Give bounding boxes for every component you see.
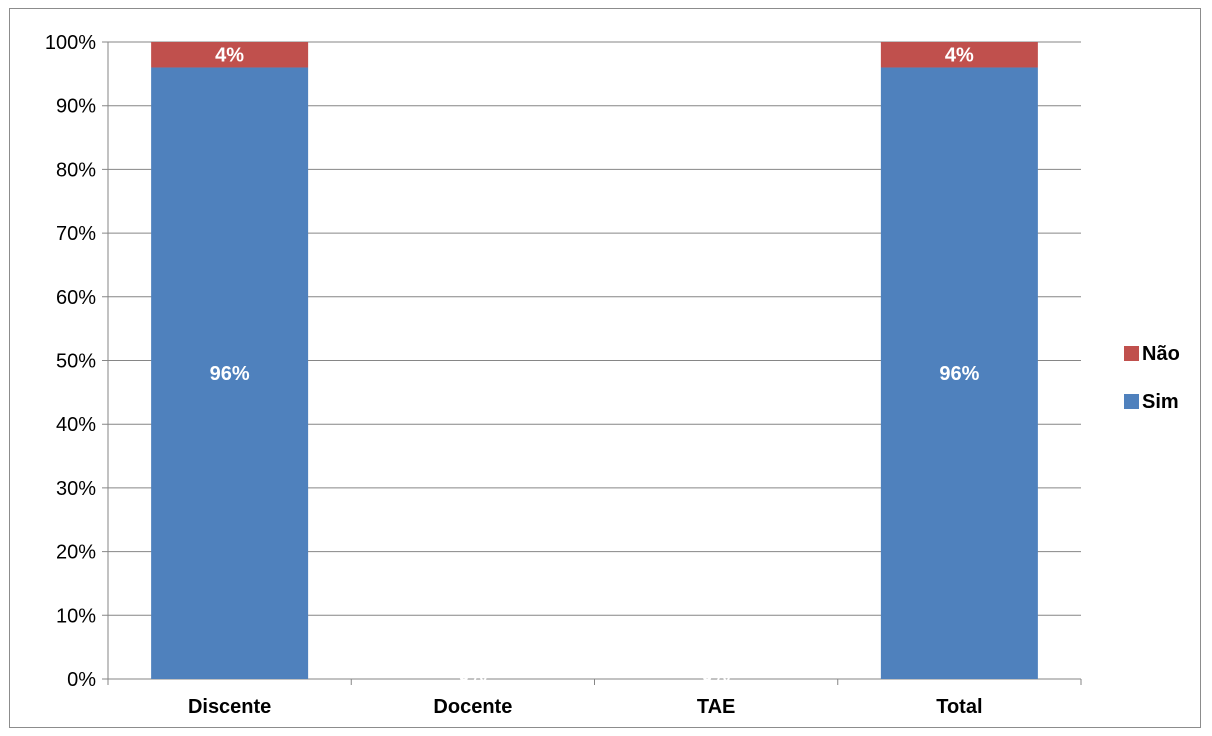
bar-nao-total: [880, 42, 1038, 68]
legend-swatch-nao: [1124, 346, 1139, 361]
data-label: 0%: [702, 664, 731, 686]
x-tick-label: TAE: [697, 696, 736, 718]
legend-swatch-sim: [1124, 394, 1139, 409]
y-tick-label: 10%: [56, 605, 96, 627]
data-labels: 96% 4% 0% 0% 96% 4%: [210, 45, 980, 686]
data-label: 0%: [458, 664, 487, 686]
y-tick-label: 90%: [56, 96, 96, 118]
stacked-bar-chart: 0% 10% 20% 30% 40% 50% 60% 70% 80% 90% 100% Discent…: [45, 32, 1180, 718]
bars: [151, 42, 1038, 680]
y-tick-label: 60%: [56, 287, 96, 309]
legend-label-nao: Não: [1142, 343, 1180, 365]
bar-nao-discente: [151, 42, 309, 68]
data-label: 4%: [215, 45, 244, 67]
y-tick-label: 70%: [56, 223, 96, 245]
data-label: 96%: [939, 363, 979, 385]
data-label: 96%: [210, 363, 250, 385]
data-label: 4%: [945, 45, 974, 67]
x-tick-label: Discente: [188, 696, 271, 718]
bar-sim-total: [880, 67, 1038, 680]
legend: Não Sim: [1124, 343, 1180, 413]
x-tick-label: Docente: [433, 696, 512, 718]
y-tick-label: 30%: [56, 478, 96, 500]
y-tick-label: 40%: [56, 414, 96, 436]
y-tick-label: 80%: [56, 159, 96, 181]
y-tick-label: 20%: [56, 542, 96, 564]
bar-sim-discente: [151, 67, 309, 680]
y-tick-label: 0%: [67, 669, 96, 691]
y-tick-label: 100%: [45, 32, 96, 54]
y-tick-label: 50%: [56, 351, 96, 373]
x-tick-label: Total: [936, 696, 982, 718]
chart-area: 0% 10% 20% 30% 40% 50% 60% 70% 80% 90% 100% Discent…: [9, 8, 1201, 728]
legend-label-sim: Sim: [1142, 391, 1179, 413]
